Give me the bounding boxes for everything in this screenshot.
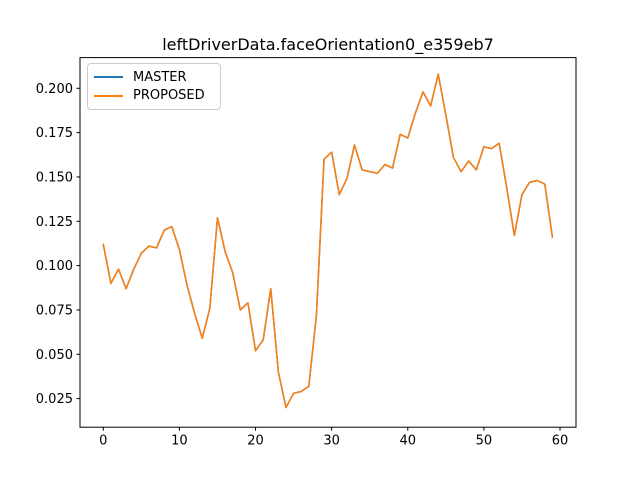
x-tick-label: 40 xyxy=(400,434,417,449)
legend-item-proposed: PROPOSED xyxy=(88,87,220,105)
x-tick-label: 60 xyxy=(552,434,569,449)
legend-label-proposed: PROPOSED xyxy=(133,88,205,104)
legend-label-master: MASTER xyxy=(133,69,187,85)
y-tick-label: 0.050 xyxy=(36,348,73,363)
x-tick-label: 10 xyxy=(171,434,188,449)
x-tick-label: 20 xyxy=(247,434,264,449)
legend: MASTER PROPOSED xyxy=(87,63,221,110)
y-tick-label: 0.175 xyxy=(36,126,73,141)
y-tick-label: 0.075 xyxy=(36,303,73,318)
y-tick-label: 0.150 xyxy=(36,170,73,185)
y-tick-label: 0.025 xyxy=(36,392,73,407)
legend-line-proposed xyxy=(94,94,123,97)
series-line-proposed xyxy=(102,73,554,409)
legend-line-master xyxy=(94,76,123,79)
x-tick-label: 0 xyxy=(99,434,107,449)
y-tick-label: 0.100 xyxy=(36,259,73,274)
legend-item-master: MASTER xyxy=(88,68,220,86)
plot-area xyxy=(79,57,577,428)
x-tick-label: 50 xyxy=(476,434,493,449)
y-tick-label: 0.125 xyxy=(36,215,73,230)
chart-title: leftDriverData.faceOrientation0_e359eb7 xyxy=(162,35,494,54)
y-tick-label: 0.200 xyxy=(36,82,73,97)
x-tick-label: 30 xyxy=(323,434,340,449)
